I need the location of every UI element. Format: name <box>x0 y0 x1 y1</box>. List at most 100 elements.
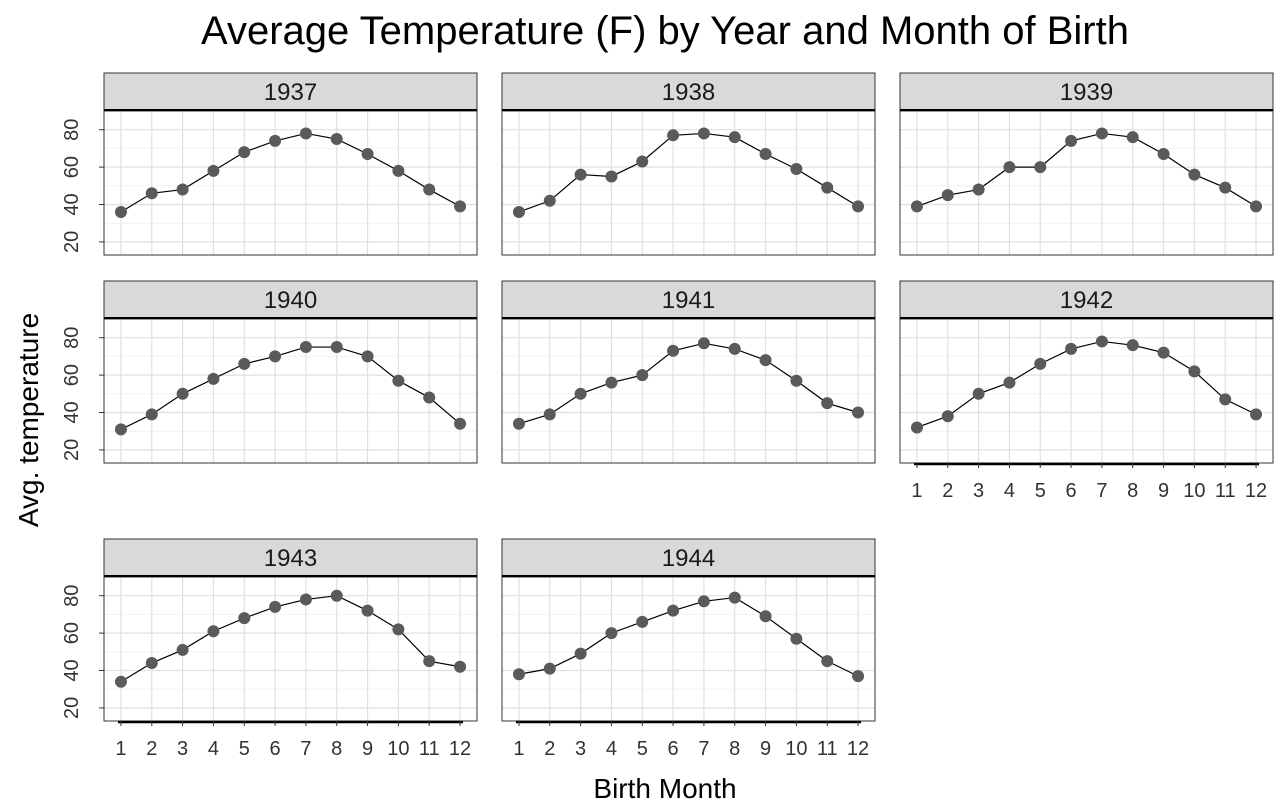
point <box>1157 346 1170 359</box>
point <box>114 675 127 688</box>
point <box>392 623 405 636</box>
point <box>821 397 834 410</box>
x-tick-label: 5 <box>239 738 250 760</box>
strip-label: 1938 <box>662 79 715 106</box>
strip <box>899 280 1274 319</box>
x-tick-label: 2 <box>146 738 157 760</box>
point <box>543 194 556 207</box>
point <box>114 205 127 218</box>
point <box>1065 342 1078 355</box>
point <box>790 162 803 175</box>
point <box>145 187 158 200</box>
x-tick-label: 2 <box>942 480 953 502</box>
x-tick-label: 9 <box>1158 480 1169 502</box>
panel-background <box>900 111 1273 255</box>
x-tick-label: 10 <box>1183 480 1205 502</box>
x-tick-label: 7 <box>698 738 709 760</box>
point <box>852 406 865 419</box>
strip-label: 1942 <box>1060 287 1113 314</box>
point <box>636 369 649 382</box>
line <box>518 342 859 425</box>
x-tick-label: 4 <box>208 738 219 760</box>
point <box>1250 408 1263 421</box>
point <box>543 662 556 675</box>
x-tick-label: 5 <box>1035 480 1046 502</box>
point <box>361 350 374 363</box>
facet: 1941 <box>501 280 876 464</box>
point <box>1034 357 1047 370</box>
point <box>512 205 525 218</box>
point <box>543 408 556 421</box>
strip-label: 1941 <box>662 287 715 314</box>
point <box>972 183 985 196</box>
point <box>423 391 436 404</box>
y-axis-label: Avg. temperature <box>13 313 44 527</box>
point <box>512 417 525 430</box>
y-tick-label: 20 <box>61 439 83 461</box>
y-tick-label: 80 <box>61 119 83 141</box>
panel-background <box>502 577 875 721</box>
point <box>1095 335 1108 348</box>
point <box>605 170 618 183</box>
x-tick-label: 3 <box>575 738 586 760</box>
panel-background <box>502 319 875 463</box>
point <box>728 591 741 604</box>
x-tick-label: 12 <box>1245 480 1267 502</box>
x-tick-label: 8 <box>1127 480 1138 502</box>
x-tick-label: 1 <box>115 738 126 760</box>
point <box>392 164 405 177</box>
point <box>1126 131 1139 144</box>
point <box>238 146 251 159</box>
y-tick-label: 40 <box>61 193 83 215</box>
x-tick-label: 8 <box>729 738 740 760</box>
panel-background <box>502 111 875 255</box>
x-tick-label: 8 <box>331 738 342 760</box>
panel-background <box>900 319 1273 463</box>
facet: 1938 <box>501 72 876 256</box>
point <box>759 148 772 161</box>
point <box>1126 339 1139 352</box>
point <box>790 632 803 645</box>
x-tick-label: 5 <box>637 738 648 760</box>
x-tick-label: 10 <box>785 738 807 760</box>
strip-label: 1937 <box>264 79 317 106</box>
line <box>916 340 1257 429</box>
point <box>454 660 467 673</box>
point <box>176 387 189 400</box>
panel-background <box>104 577 477 721</box>
point <box>728 131 741 144</box>
point <box>1219 181 1232 194</box>
strip <box>103 538 478 577</box>
facet: 1940 20 40 60 80 <box>61 280 478 464</box>
x-tick-label: 1 <box>513 738 524 760</box>
point <box>330 589 343 602</box>
y-tick-label: 80 <box>61 585 83 607</box>
point <box>361 148 374 161</box>
point <box>454 417 467 430</box>
point <box>697 337 710 350</box>
point <box>574 647 587 660</box>
point <box>1095 127 1108 140</box>
point <box>512 668 525 681</box>
point <box>361 604 374 617</box>
point <box>667 129 680 142</box>
point <box>207 625 220 638</box>
point <box>1250 200 1263 213</box>
point <box>728 342 741 355</box>
x-tick-label: 6 <box>270 738 281 760</box>
point <box>176 183 189 196</box>
point <box>1188 365 1201 378</box>
x-tick-label: 4 <box>606 738 617 760</box>
point <box>423 183 436 196</box>
x-tick-label: 4 <box>1004 480 1015 502</box>
strip-label: 1943 <box>264 545 317 572</box>
point <box>145 657 158 670</box>
point <box>145 408 158 421</box>
point <box>238 612 251 625</box>
x-tick-label: 2 <box>544 738 555 760</box>
y-tick-label: 20 <box>61 231 83 253</box>
x-tick-label: 7 <box>300 738 311 760</box>
point <box>269 600 282 613</box>
strip <box>103 280 478 319</box>
